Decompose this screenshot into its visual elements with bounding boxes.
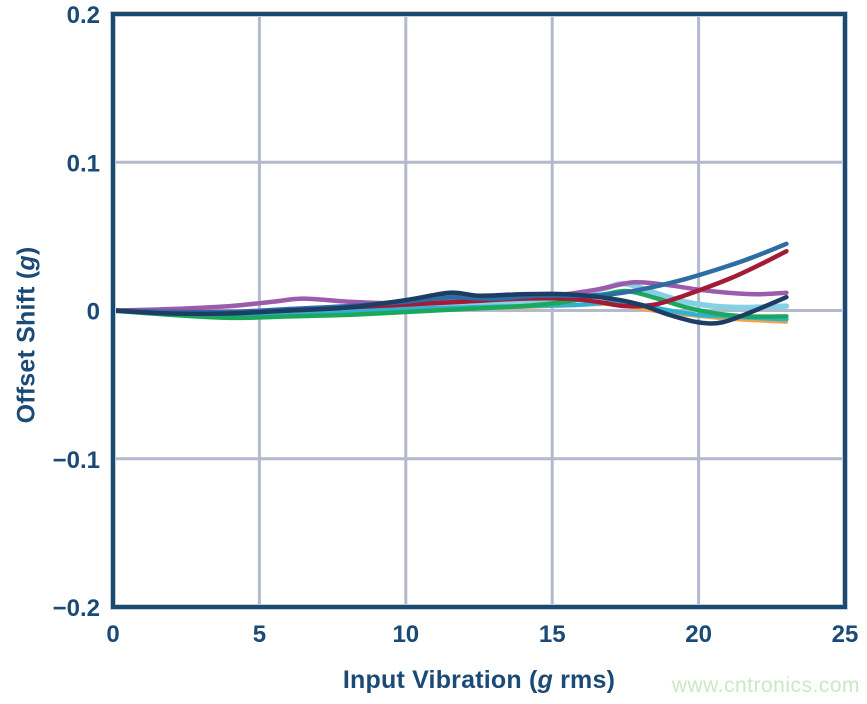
x-tick-label: 15 [539, 621, 566, 648]
x-tick-label: 20 [685, 621, 712, 648]
x-tick-label: 25 [832, 621, 859, 648]
series-line-unit-navy [110, 290, 789, 326]
x-axis-title-italic-g: g [537, 666, 553, 694]
y-tick-label: −0.1 [53, 447, 100, 474]
y-axis-title-prefix: Offset Shift ( [12, 270, 41, 424]
x-axis-title: Input Vibration (g rms) [113, 666, 845, 695]
series-line-unit-green [110, 288, 789, 321]
y-tick-label: −0.2 [53, 595, 100, 622]
y-axis-title-italic-g: g [12, 255, 41, 271]
watermark-text: www.cntronics.com [671, 674, 860, 697]
x-tick-label: 5 [253, 621, 266, 648]
x-tick-label: 0 [106, 621, 119, 648]
y-tick-label: 0 [87, 299, 100, 326]
y-tick-label: 0.2 [67, 2, 100, 29]
x-axis-title-prefix: Input Vibration ( [342, 666, 538, 694]
y-axis-title-suffix: ) [12, 246, 41, 256]
x-axis-title-suffix: rms) [552, 666, 616, 694]
y-axis-title: Offset Shift (g) [13, 247, 42, 424]
x-tick-label: 10 [392, 621, 419, 648]
y-tick-label: 0.1 [67, 150, 100, 177]
plot-border [111, 12, 847, 609]
